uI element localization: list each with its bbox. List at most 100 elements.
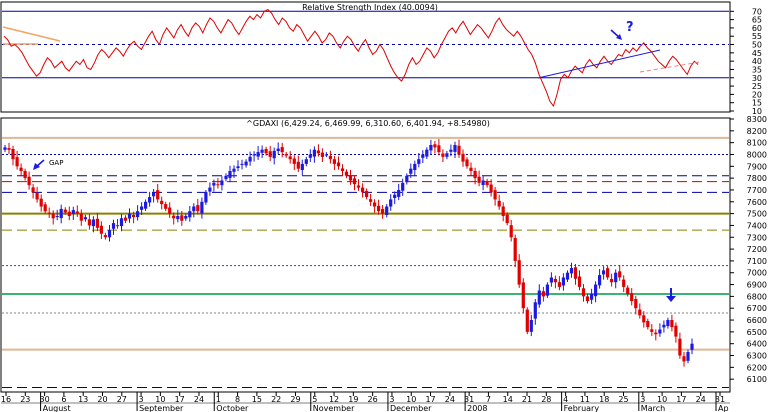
- candle-body: [638, 309, 642, 316]
- candle-body: [59, 208, 63, 219]
- candle-body: [529, 320, 533, 332]
- candle-body: [626, 287, 630, 294]
- candle-body: [581, 288, 586, 297]
- candle-body: [614, 272, 618, 283]
- candle-body: [292, 158, 296, 164]
- candle-body: [63, 209, 67, 213]
- price-tick-label: 7900: [747, 162, 767, 171]
- candle-body: [433, 144, 437, 148]
- candle-body: [642, 315, 646, 323]
- candle-body: [312, 149, 316, 157]
- candle-body: [192, 206, 196, 212]
- price-title: ^GDAXI (6,429.24, 6,469.99, 6,310.60, 6,…: [246, 119, 490, 128]
- date-tick-label: 19: [348, 395, 358, 404]
- candle-body: [610, 278, 614, 283]
- candle-body: [654, 332, 658, 335]
- candle-body: [75, 211, 79, 214]
- candle-body: [577, 276, 582, 287]
- rsi-title: Relative Strength Index (40.0094): [302, 3, 438, 12]
- candle-body: [545, 284, 549, 296]
- price-tick-label: 8200: [747, 127, 767, 136]
- candle-body: [618, 271, 622, 278]
- candle-body: [425, 149, 429, 157]
- candle-body: [457, 145, 461, 155]
- month-label: September: [139, 404, 184, 412]
- candle-body: [95, 218, 99, 228]
- date-tick-label: 3: [139, 395, 144, 404]
- candle-body: [288, 156, 292, 160]
- candle-body: [43, 204, 47, 212]
- candle-body: [336, 162, 341, 167]
- date-tick-label: 28: [541, 395, 551, 404]
- candle-body: [160, 200, 164, 205]
- candle-body: [268, 151, 272, 157]
- candle-body: [348, 175, 353, 181]
- candle-body: [140, 206, 144, 210]
- candle-body: [180, 215, 184, 221]
- rsi-tick-label: 55: [752, 32, 762, 41]
- candle-body: [35, 193, 39, 200]
- price-tick-label: 7100: [747, 257, 767, 266]
- date-tick-label: 20: [97, 395, 107, 404]
- candle-body: [220, 180, 224, 186]
- candle-body: [650, 329, 654, 332]
- candle-body: [212, 182, 216, 186]
- candle-body: [172, 215, 176, 219]
- candle-body: [284, 154, 288, 156]
- date-tick-label: 4: [563, 395, 568, 404]
- month-label: August: [43, 404, 71, 412]
- candle-body: [521, 282, 525, 309]
- rsi-tick-label: 35: [752, 65, 762, 74]
- candle-body: [469, 167, 473, 171]
- rsi-tick-label: 60: [752, 24, 762, 33]
- candle-body: [682, 356, 686, 362]
- candle-body: [264, 149, 268, 154]
- candle-body: [557, 282, 561, 287]
- candle-body: [497, 200, 501, 207]
- candle-body: [549, 277, 553, 283]
- rsi-tick-label: 10: [752, 107, 762, 116]
- candle-body: [55, 216, 59, 217]
- candle-body: [461, 153, 465, 162]
- candle-body: [678, 338, 682, 356]
- candle-body: [320, 152, 324, 157]
- date-tick-label: 14: [503, 395, 513, 404]
- gap-annotation: GAP: [49, 159, 63, 167]
- candle-body: [674, 325, 678, 337]
- date-tick-label: 29: [290, 395, 300, 404]
- candle-body: [107, 230, 112, 238]
- candle-body: [505, 214, 509, 224]
- candle-body: [232, 168, 236, 172]
- march-arrow-head: [666, 296, 676, 302]
- candle-body: [437, 145, 441, 153]
- date-tick-label: 24: [194, 395, 204, 404]
- month-label: November: [313, 404, 355, 412]
- candle-body: [409, 168, 413, 174]
- price-tick-label: 6700: [747, 304, 767, 313]
- candle-body: [123, 217, 128, 221]
- date-tick-label: 5: [312, 395, 317, 404]
- candle-body: [517, 260, 521, 285]
- rsi-tick-label: 45: [752, 49, 762, 58]
- rsi-orange-trendline: [2, 26, 61, 42]
- candle-body: [27, 176, 31, 186]
- candle-body: [553, 278, 557, 283]
- candle-body: [569, 268, 574, 274]
- price-panel-frame: [0, 117, 731, 393]
- price-tick-label: 6900: [747, 281, 767, 290]
- price-tick-label: 7400: [747, 221, 767, 230]
- candle-body: [606, 268, 610, 278]
- candle-body: [449, 149, 453, 152]
- candle-body: [501, 206, 505, 216]
- candle-body: [244, 161, 248, 166]
- candle-body: [248, 156, 252, 162]
- candle-body: [71, 210, 75, 214]
- candle-body: [119, 218, 124, 227]
- price-tick-label: 8100: [747, 139, 767, 148]
- price-tick-label: 6300: [747, 352, 767, 361]
- candle-body: [176, 216, 180, 220]
- candle-body: [148, 197, 152, 203]
- date-tick-label: 24: [445, 395, 455, 404]
- rsi-blue-trendline: [537, 49, 661, 79]
